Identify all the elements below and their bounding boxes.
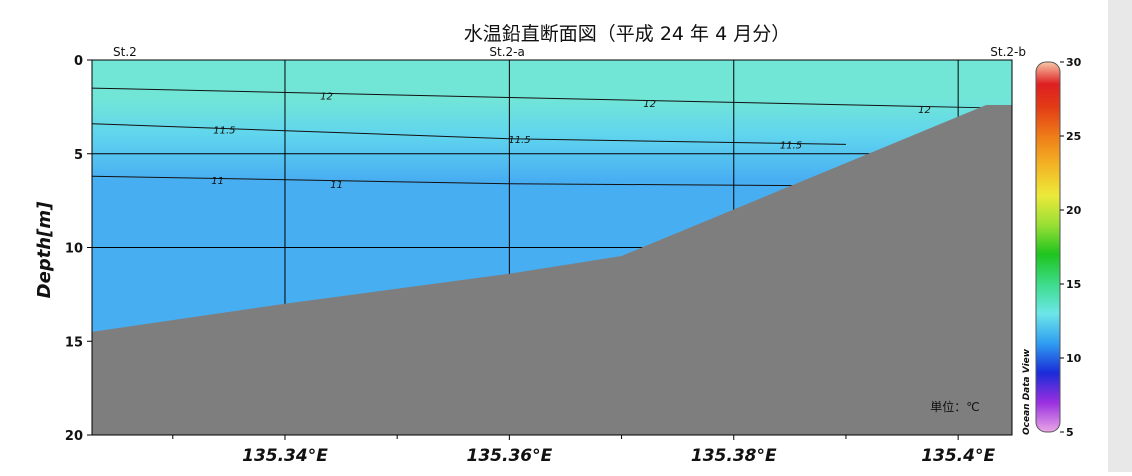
station-label: St.2-a [489,45,524,59]
x-tick-label: 135.4°E [921,446,995,466]
colorbar-tick-label: 15 [1066,278,1081,291]
station-label: St.2 [113,45,137,59]
odv-watermark: Ocean Data View [1022,348,1032,435]
isotherm-label: 11.5 [780,140,802,151]
x-tick-label: 135.34°E [242,446,328,466]
y-tick-label: 5 [74,148,83,163]
y-tick-label: 0 [74,54,83,69]
colorbar-tick-label: 30 [1066,56,1082,69]
colorbar-tick-label: 20 [1066,204,1082,217]
y-axis-label: Depth[m] [34,201,55,298]
x-tick-label: 135.38°E [691,446,777,466]
isotherm-label: 12 [320,92,333,103]
isotherm-12 [92,87,987,109]
y-tick-label: 15 [65,335,83,350]
isotherm-label: 12 [643,99,656,110]
colorbar-tick-label: 5 [1066,426,1074,439]
y-tick-label: 20 [65,429,83,444]
isotherm-label: 11 [330,180,343,191]
colorbar-tick-label: 10 [1066,352,1082,365]
isotherm-label: 11 [211,176,224,187]
colorbar-tick-label: 25 [1066,130,1081,143]
unit-label: 単位：℃ [930,399,979,414]
x-tick-label: 135.36°E [467,446,553,466]
colorbar [1035,61,1061,433]
station-label: St.2-b [990,45,1026,59]
chart-title: 水温鉛直断面図（平成 24 年 4 月分） [464,23,790,45]
side-strip [1108,0,1132,472]
isotherm-label: 11.5 [213,125,235,136]
seafloor [92,105,1012,435]
isotherm-11.5 [92,123,846,145]
isotherm-label: 11.5 [508,135,530,146]
isotherm-11 [92,175,802,187]
y-tick-label: 10 [65,242,83,257]
isotherm-label: 12 [918,105,931,116]
